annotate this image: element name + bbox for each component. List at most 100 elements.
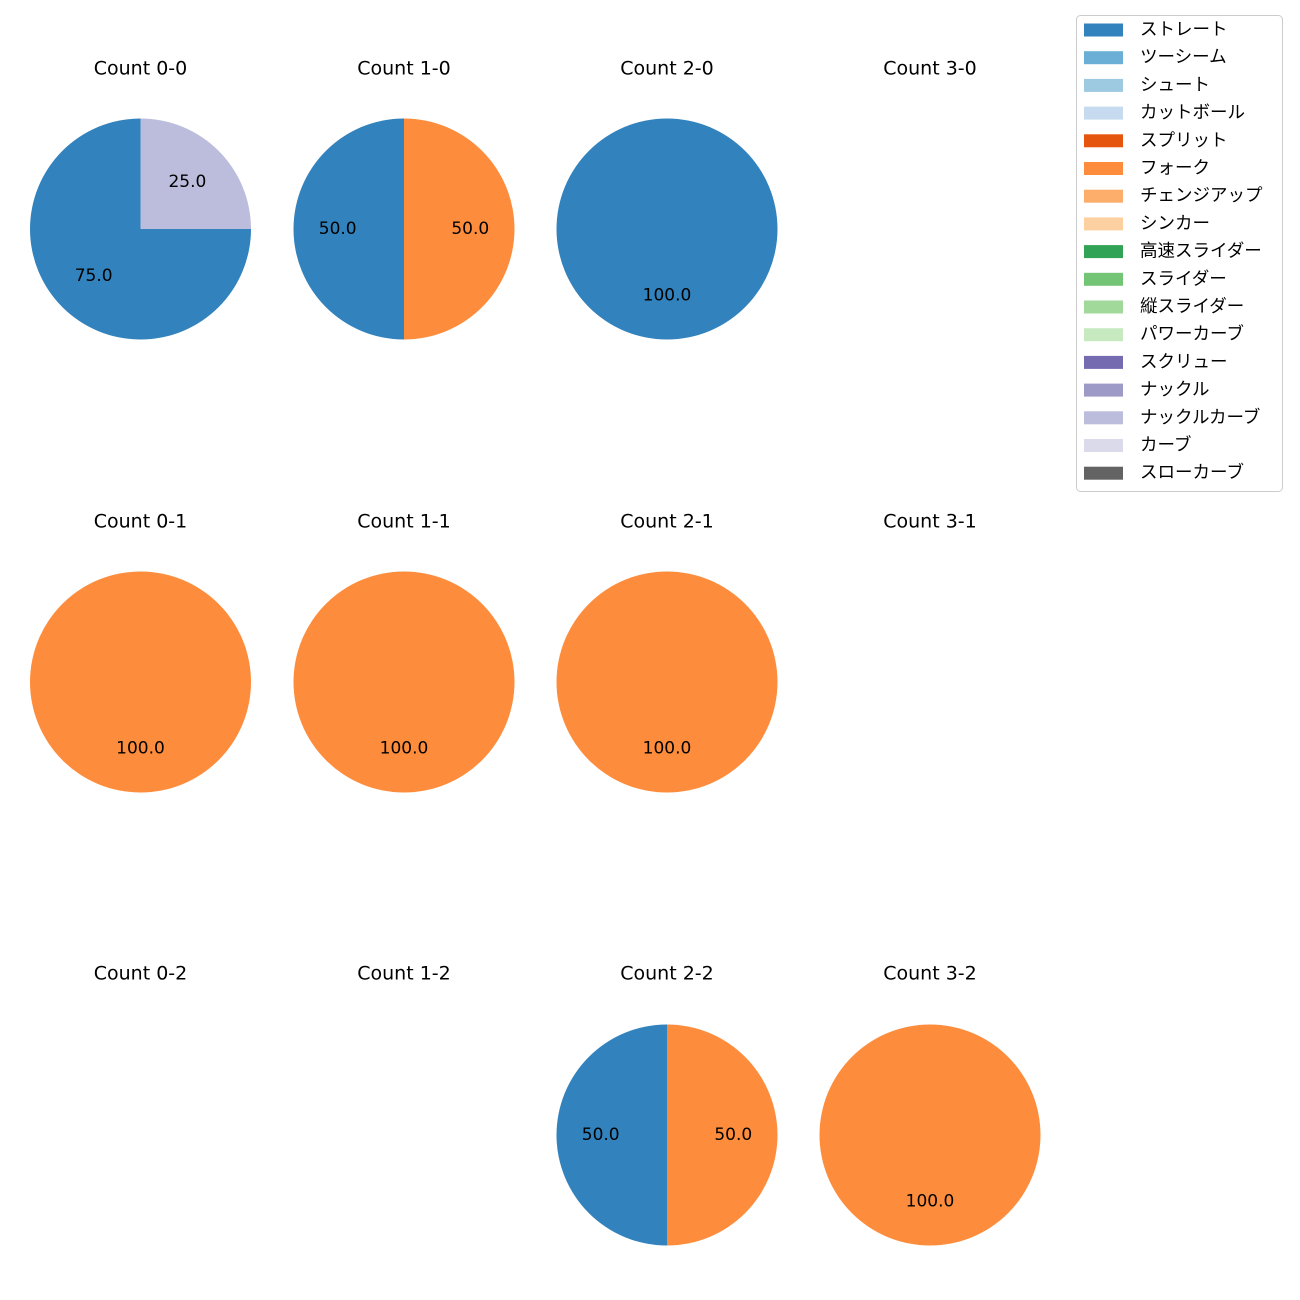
- legend-entry: 縦スライダー: [1084, 297, 1244, 317]
- slice-label: 75.0: [75, 266, 113, 286]
- pie-slice: [404, 118, 515, 340]
- legend: ストレートツーシームシュートカットボールスプリットフォークチェンジアップシンカー…: [1076, 15, 1283, 492]
- subplot-title: Count 2-0: [620, 58, 714, 80]
- slice-label: 100.0: [116, 738, 165, 758]
- pie-slice: [30, 571, 251, 793]
- legend-label: スライダー: [1140, 269, 1227, 289]
- legend-entry: カットボール: [1084, 103, 1245, 123]
- subplot: Count 1-1 100.0: [293, 511, 515, 793]
- slice-label: 50.0: [319, 219, 357, 239]
- subplot: Count 3-0: [883, 58, 977, 80]
- subplot: Count 2-2 50.0 50.0: [556, 963, 778, 1246]
- legend-label: パワーカーブ: [1140, 324, 1244, 345]
- legend-label: ストレート: [1140, 20, 1228, 40]
- legend-swatch: [1084, 78, 1123, 92]
- subplot-title: Count 2-1: [620, 511, 714, 533]
- subplot-title: Count 0-1: [94, 511, 188, 533]
- slice-label: 50.0: [714, 1125, 752, 1145]
- legend-swatch: [1084, 355, 1123, 369]
- legend-entry: シュート: [1084, 75, 1210, 95]
- legend-swatch: [1084, 328, 1123, 342]
- legend-frame: [1076, 15, 1283, 492]
- legend-entry: ナックルカーブ: [1084, 407, 1260, 428]
- legend-swatch: [1084, 162, 1123, 175]
- legend-swatch: [1084, 466, 1123, 480]
- legend-swatch: [1084, 23, 1123, 37]
- legend-swatch: [1084, 217, 1123, 231]
- subplot: Count 0-0 75.0 25.0: [29, 58, 251, 340]
- legend-label: ナックル: [1140, 380, 1209, 400]
- pie-slice: [667, 1024, 778, 1246]
- legend-entry: フォーク: [1084, 159, 1210, 179]
- legend-entry: 高速スライダー: [1084, 242, 1262, 262]
- legend-items: ストレートツーシームシュートカットボールスプリットフォークチェンジアップシンカー…: [1084, 20, 1263, 483]
- legend-label: シンカー: [1140, 214, 1210, 234]
- legend-entry: シンカー: [1084, 214, 1210, 234]
- slice-label: 100.0: [643, 738, 692, 758]
- legend-label: スクリュー: [1140, 352, 1228, 372]
- subplot-title: Count 3-0: [883, 58, 977, 80]
- subplot: Count 0-2: [94, 963, 188, 985]
- legend-label: ツーシーム: [1140, 48, 1227, 68]
- subplot-title: Count 1-0: [357, 58, 451, 80]
- subplot: Count 3-2 100.0: [819, 963, 1041, 1246]
- slice-label: 25.0: [168, 172, 206, 192]
- pie-slice: [293, 571, 515, 793]
- subplot: Count 2-0 100.0: [556, 58, 778, 340]
- legend-swatch: [1084, 51, 1123, 65]
- legend-entry: スライダー: [1084, 269, 1227, 289]
- legend-label: シュート: [1140, 75, 1210, 95]
- pie-slice: [819, 1024, 1041, 1246]
- subplot: Count 0-1 100.0: [30, 511, 251, 793]
- legend-swatch: [1084, 245, 1123, 259]
- subplot: Count 1-0 50.0 50.0: [293, 58, 515, 340]
- slice-label: 50.0: [451, 219, 489, 239]
- subplot: Count 1-2: [357, 963, 451, 985]
- subplot-title: Count 1-1: [357, 511, 451, 533]
- legend-label: フォーク: [1140, 159, 1210, 179]
- legend-label: 高速スライダー: [1140, 242, 1262, 262]
- legend-swatch: [1084, 439, 1123, 452]
- legend-swatch: [1084, 134, 1123, 148]
- pie-slice: [556, 1024, 667, 1246]
- legend-label: スローカーブ: [1140, 462, 1244, 483]
- legend-entry: スクリュー: [1084, 352, 1228, 372]
- legend-swatch: [1084, 189, 1123, 203]
- pie-slice: [293, 118, 404, 340]
- legend-label: スプリット: [1140, 131, 1228, 151]
- pie-slice: [140, 118, 251, 229]
- legend-swatch: [1084, 383, 1123, 397]
- legend-label: カーブ: [1140, 435, 1191, 456]
- slice-label: 100.0: [643, 285, 692, 305]
- legend-entry: パワーカーブ: [1084, 324, 1244, 345]
- legend-swatch: [1084, 106, 1123, 120]
- legend-entry: チェンジアップ: [1084, 186, 1263, 206]
- subplot-title: Count 0-0: [94, 58, 188, 80]
- legend-swatch: [1084, 272, 1123, 286]
- legend-entry: スローカーブ: [1084, 462, 1244, 483]
- legend-entry: ストレート: [1084, 20, 1228, 40]
- legend-label: 縦スライダー: [1140, 297, 1244, 317]
- pie-slice: [556, 571, 778, 793]
- legend-entry: カーブ: [1084, 435, 1191, 456]
- legend-entry: ツーシーム: [1084, 48, 1227, 68]
- subplot: Count 2-1 100.0: [556, 511, 778, 793]
- legend-label: チェンジアップ: [1140, 186, 1263, 206]
- subplot-title: Count 2-2: [620, 963, 714, 985]
- subplot-title: Count 3-2: [883, 963, 977, 985]
- subplot-title: Count 1-2: [357, 963, 451, 985]
- legend-swatch: [1084, 411, 1123, 425]
- slice-label: 100.0: [380, 738, 429, 758]
- slice-label: 100.0: [906, 1191, 955, 1211]
- legend-label: カットボール: [1140, 103, 1245, 123]
- subplot: Count 3-1: [883, 511, 977, 533]
- legend-entry: スプリット: [1084, 131, 1228, 151]
- legend-label: ナックルカーブ: [1140, 407, 1260, 428]
- subplot-title: Count 0-2: [94, 963, 188, 985]
- legend-entry: ナックル: [1084, 380, 1209, 400]
- slice-label: 50.0: [582, 1125, 620, 1145]
- pie-slice: [556, 118, 778, 340]
- subplot-title: Count 3-1: [883, 511, 977, 533]
